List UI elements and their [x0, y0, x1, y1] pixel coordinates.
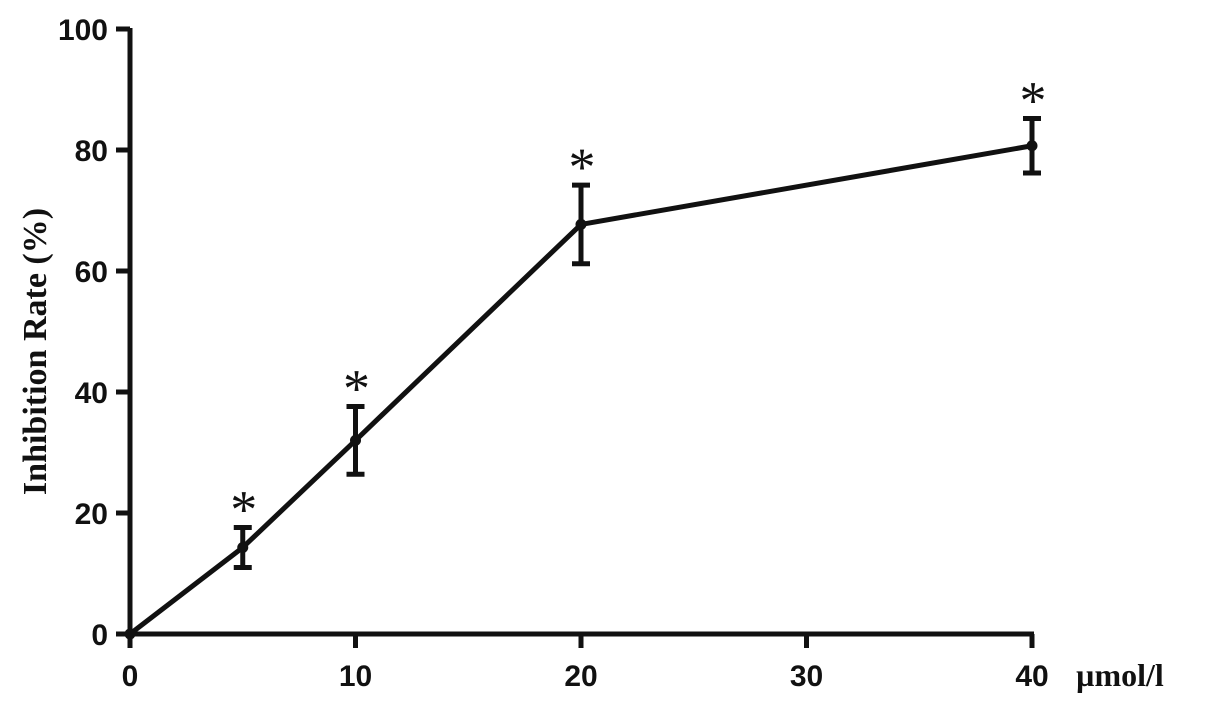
- y-tick-label: 40: [75, 377, 108, 410]
- data-point: [124, 628, 136, 640]
- significance-marker: *: [569, 137, 596, 197]
- series-0: * * * *: [124, 71, 1047, 640]
- y-tick-label: 0: [91, 619, 108, 652]
- x-axis-label: µmol/l: [1076, 657, 1164, 693]
- x-tick-label: 10: [339, 660, 372, 693]
- y-axis-ticks: 0 20 40 60 80 100: [58, 14, 130, 652]
- significance-marker: *: [343, 359, 370, 419]
- y-tick-label: 60: [75, 256, 108, 289]
- data-point: [237, 541, 249, 553]
- data-point: [350, 434, 361, 446]
- x-tick-label: 20: [564, 660, 597, 693]
- y-axis-label: Inhibition Rate (%): [17, 208, 54, 495]
- y-tick-label: 100: [58, 14, 108, 47]
- y-tick-label: 80: [75, 135, 108, 168]
- x-tick-label: 30: [790, 660, 823, 693]
- axes: [127, 28, 1034, 637]
- data-point: [1026, 140, 1038, 152]
- significance-marker: *: [230, 480, 257, 540]
- x-axis-ticks: 0 10 20 30 40: [122, 634, 1049, 693]
- series-layer: * * * *: [124, 71, 1047, 640]
- data-point: [575, 218, 587, 230]
- x-tick-label: 40: [1015, 660, 1048, 693]
- y-tick-label: 20: [75, 498, 108, 531]
- significance-marker: *: [1020, 71, 1047, 131]
- x-tick-label: 0: [122, 660, 139, 693]
